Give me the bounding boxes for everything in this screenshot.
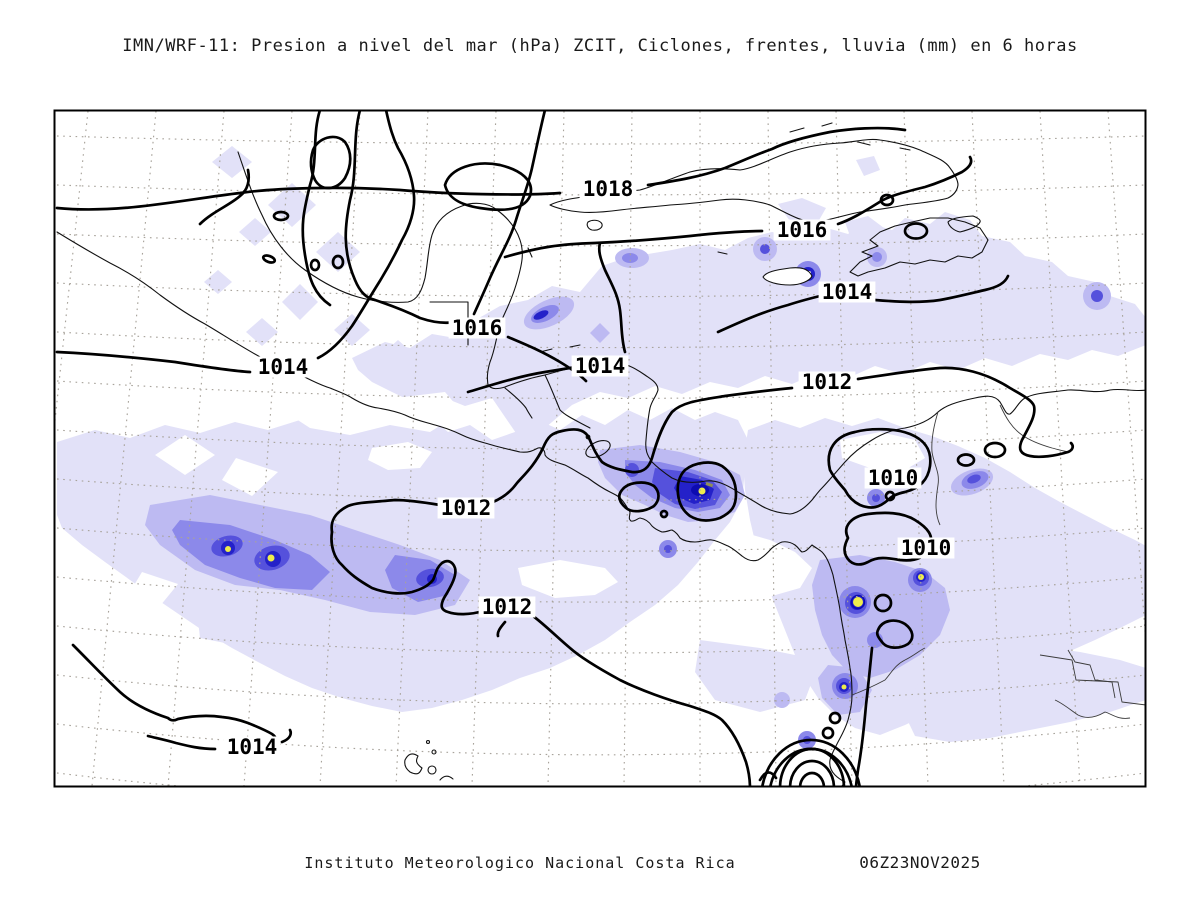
map-frame xyxy=(53,109,1147,788)
isobar-label: 1014 xyxy=(223,735,281,759)
isobar-label: 1016 xyxy=(773,218,831,242)
svg-text:1012: 1012 xyxy=(802,370,853,394)
page-title: IMN/WRF-11: Presion a nivel del mar (hPa… xyxy=(122,36,1078,56)
river-sa-interior xyxy=(1067,649,1116,699)
border-venezuela xyxy=(999,404,1071,453)
coastlines xyxy=(56,122,1145,786)
isobar-1012-main-west xyxy=(330,530,752,786)
precip-cluster-pacific xyxy=(145,495,470,615)
isobars xyxy=(55,111,1075,786)
svg-text:1014: 1014 xyxy=(575,354,626,378)
isobar-label: 1014 xyxy=(818,280,876,304)
svg-text:1016: 1016 xyxy=(777,218,828,242)
isobar-mexico-web xyxy=(198,111,533,325)
coast-gulf-yucatan-caribbean xyxy=(237,151,1145,515)
border-colombia-venezuela xyxy=(931,411,941,526)
island-cayman xyxy=(717,251,728,255)
isobar-1018 xyxy=(55,126,907,211)
isobar-dot-colombia xyxy=(884,490,896,502)
isobar-1014-west xyxy=(55,111,416,374)
footer-institution: Instituto Meteorologico Nacional Costa R… xyxy=(304,854,736,872)
isobar-closed-costarica-west xyxy=(617,481,660,513)
isobar-1014-center xyxy=(466,241,627,394)
border-honduras-nicaragua xyxy=(544,374,591,429)
precip-layer xyxy=(57,146,1145,749)
isobar-1014-southwest-hook xyxy=(280,728,293,744)
svg-text:1010: 1010 xyxy=(868,466,919,490)
isobar-1012-main xyxy=(330,366,1075,534)
isobar-closed-hispaniola xyxy=(903,222,929,240)
svg-text:1018: 1018 xyxy=(583,177,634,201)
coast-cuba xyxy=(549,138,959,223)
isobar-dot-costarica xyxy=(659,509,669,519)
isobar-label: 1012 xyxy=(478,595,536,619)
footer-timestamp: 06Z23NOV2025 xyxy=(859,853,981,872)
isobar-label: 1012 xyxy=(437,496,495,520)
isobar-andes-right xyxy=(854,646,874,786)
svg-text:1016: 1016 xyxy=(452,316,503,340)
isobar-label: 1010 xyxy=(864,466,922,490)
coast-hispaniola xyxy=(849,217,989,277)
isobar-label: 1016 xyxy=(448,316,506,340)
border-guatemala xyxy=(504,387,533,419)
coast-puertorico xyxy=(947,215,981,233)
isobar-closed-cuba-east xyxy=(879,193,895,207)
isobar-label: 1010 xyxy=(897,536,955,560)
isobar-label: 1018 xyxy=(579,177,637,201)
coast-pacific xyxy=(56,231,853,786)
river-orinoco xyxy=(1039,654,1145,706)
isobar-1014-east xyxy=(716,274,1010,334)
isobar-1012-south-label-hook xyxy=(496,620,507,638)
isobar-loop-venezuela-1 xyxy=(983,441,1007,459)
svg-text:1012: 1012 xyxy=(441,496,492,520)
svg-text:1014: 1014 xyxy=(822,280,873,304)
border-ecuador xyxy=(851,647,926,696)
isobar-closed-costarica xyxy=(676,461,738,522)
islands-galapagos xyxy=(404,739,454,781)
isobar-loop-venezuela-2 xyxy=(956,453,976,467)
svg-text:1012: 1012 xyxy=(482,595,533,619)
isobar-labels: 1018 1016 1016 1014 1014 1014 1014 1012 1012 1012… xyxy=(223,177,955,759)
islands-bahamas xyxy=(789,122,911,151)
isobar-1010-loop-north xyxy=(827,427,932,509)
isobar-1014-southwest xyxy=(71,643,278,751)
isobar-1016-east xyxy=(503,155,973,259)
isobar-dot-south-2 xyxy=(821,726,835,740)
precip-cell-yucatan-east xyxy=(523,296,575,330)
coast-isla-juventud xyxy=(586,219,603,231)
coast-jamaica xyxy=(762,267,813,286)
lake-nicaragua xyxy=(585,440,611,458)
isobar-label: 1012 xyxy=(798,370,856,394)
isobar-label: 1014 xyxy=(254,355,312,379)
isobar-loop-colombia-small xyxy=(875,619,914,649)
isobar-loop-yellowcell xyxy=(873,593,893,613)
isobar-nested-low xyxy=(758,738,861,786)
svg-text:1010: 1010 xyxy=(901,536,952,560)
isobar-dot-south-1 xyxy=(828,711,842,725)
svg-text:1014: 1014 xyxy=(258,355,309,379)
svg-text:1014: 1014 xyxy=(227,735,278,759)
isobar-label: 1014 xyxy=(571,354,629,378)
river-amazon xyxy=(1054,699,1131,719)
